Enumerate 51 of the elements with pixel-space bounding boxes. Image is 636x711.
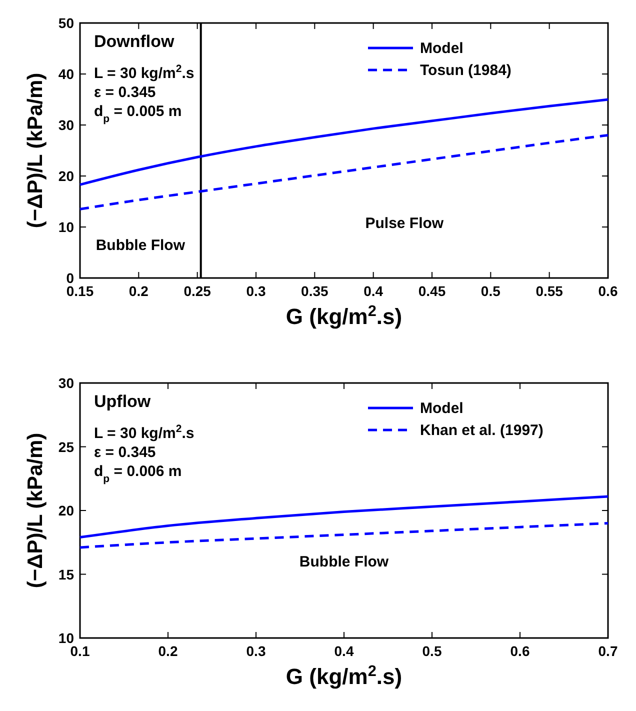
x-tick-label: 0.35 — [301, 283, 329, 299]
x-tick-label: 0.6 — [510, 643, 530, 659]
annotation: ε = 0.345 — [94, 84, 156, 101]
y-tick-label: 0 — [66, 270, 74, 286]
annotation: Pulse Flow — [365, 215, 444, 232]
y-tick-label: 20 — [58, 502, 74, 518]
x-tick-label: 0.3 — [246, 643, 266, 659]
legend-label: Model — [420, 400, 464, 417]
x-tick-label: 0.2 — [158, 643, 178, 659]
x-tick-label: 0.3 — [246, 283, 266, 299]
y-tick-label: 40 — [58, 66, 74, 82]
y-axis-title: (−ΔP)/L (kPa/m) — [24, 432, 47, 588]
x-tick-label: 0.4 — [364, 283, 384, 299]
annotation: L = 30 kg/m$^{2}$.s — [94, 63, 194, 82]
x-tick-label: 0.45 — [418, 283, 446, 299]
y-tick-label: 10 — [58, 219, 74, 235]
x-tick-label: 0.5 — [480, 283, 501, 299]
x-tick-label: 0.25 — [184, 283, 212, 299]
y-tick-label: 30 — [58, 117, 74, 133]
line-series — [78, 522, 610, 549]
line-series — [78, 98, 610, 186]
annotation: Downflow — [94, 32, 176, 51]
line-series — [78, 134, 610, 210]
y-tick-label: 25 — [58, 438, 74, 455]
x-tick-label: 0.4 — [334, 643, 354, 659]
y-axis-title: (−ΔP)/L (kPa/m) — [24, 72, 47, 228]
y-tick-label: 10 — [58, 630, 74, 646]
y-tick-label: 15 — [58, 566, 74, 582]
y-tick-label: 30 — [58, 375, 74, 391]
x-tick-label: 0.55 — [536, 283, 564, 299]
line-series — [78, 495, 610, 539]
legend-label: Khan et al. (1997) — [420, 422, 544, 439]
x-axis-title: G (kg/m$^{2}$.s) — [286, 302, 402, 329]
annotation: d$_{p}$ = 0.006 m — [94, 463, 182, 485]
annotation: ε = 0.345 — [94, 444, 156, 461]
y-tick-label: 50 — [58, 15, 74, 31]
x-axis-title: G (kg/m$^{2}$.s) — [286, 662, 402, 689]
annotation: L = 30 kg/m$^{2}$.s — [94, 423, 194, 442]
x-tick-label: 0.6 — [598, 283, 618, 299]
legend-label: Tosun (1984) — [420, 62, 512, 79]
annotation: Bubble Flow — [299, 554, 389, 571]
x-tick-label: 0.7 — [598, 643, 618, 659]
x-tick-label: 0.15 — [66, 283, 94, 299]
annotation: Bubble Flow — [96, 237, 186, 254]
y-tick-label: 20 — [58, 168, 74, 184]
annotation: Upflow — [94, 392, 152, 411]
annotation: d$_{p}$ = 0.005 m — [94, 103, 182, 125]
x-tick-label: 0.2 — [128, 283, 149, 299]
legend-label: Model — [420, 40, 464, 57]
x-tick-label: 0.5 — [422, 643, 442, 659]
x-tick-label: 0.1 — [70, 643, 90, 659]
